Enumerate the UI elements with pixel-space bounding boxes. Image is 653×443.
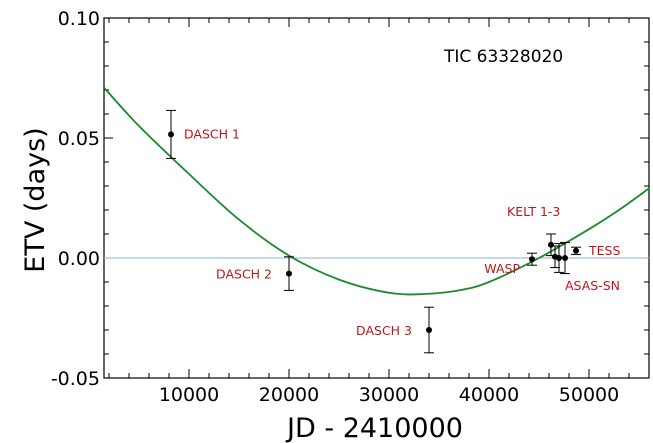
- point-label: DASCH 2: [216, 267, 272, 282]
- x-tick-label: 20000: [259, 384, 319, 406]
- y-axis-title: ETV (days): [20, 127, 51, 272]
- y-tick-label: 0.10: [58, 8, 100, 30]
- x-tick-label: 40000: [459, 384, 519, 406]
- y-tick-label: 0.05: [58, 128, 100, 150]
- x-tick-label: 50000: [559, 384, 619, 406]
- point-label: DASCH 1: [184, 126, 240, 141]
- axes-layer: 10000 20000 30000 40000 50000 -0.05 0.00 0.05 0.…: [51, 8, 650, 406]
- star-id-annotation: TIC 63328020: [443, 47, 563, 67]
- point-label: WASP: [484, 261, 520, 276]
- point-label: KELT 1-3: [507, 204, 560, 219]
- data-point: [426, 327, 432, 333]
- point-label: DASCH 3: [356, 323, 412, 338]
- point-labels-layer: DASCH 1 DASCH 2 DASCH 3 WASP KELT 1-3 ASAS-SN…: [184, 126, 620, 338]
- data-point: [556, 255, 562, 261]
- point-label: ASAS-SN: [565, 278, 620, 293]
- quadratic-fit-curve: [103, 86, 650, 296]
- data-point: [573, 247, 579, 254]
- x-tick-label: 10000: [159, 384, 219, 406]
- x-tick-label: 30000: [359, 384, 419, 406]
- fit-curve-layer: [103, 86, 650, 296]
- plot-frame: [103, 17, 650, 379]
- data-point: [548, 241, 554, 248]
- data-point: [529, 256, 535, 263]
- point-label: TESS: [588, 243, 620, 258]
- data-point: [286, 270, 292, 277]
- y-tick-label: -0.05: [51, 368, 100, 390]
- data-point: [562, 255, 568, 261]
- y-tick-label: 0.00: [58, 248, 100, 270]
- data-points-layer: [166, 109, 581, 354]
- x-axis-title: JD - 2410000: [285, 413, 463, 443]
- data-point: [168, 131, 174, 138]
